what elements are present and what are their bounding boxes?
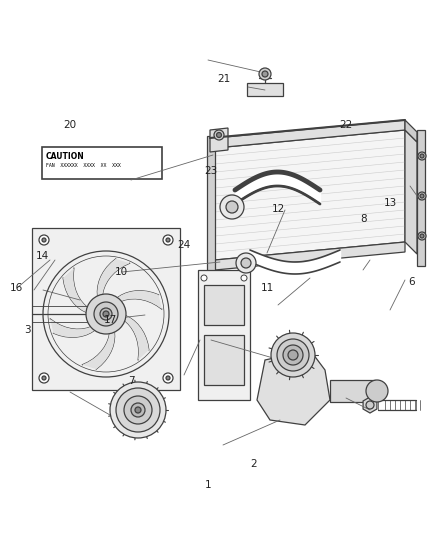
Text: 14: 14 <box>36 251 49 261</box>
Circle shape <box>163 373 173 383</box>
Bar <box>32 228 180 390</box>
Circle shape <box>283 345 303 365</box>
Text: 16: 16 <box>10 283 23 293</box>
Circle shape <box>163 235 173 245</box>
Circle shape <box>39 235 49 245</box>
Text: 2: 2 <box>251 459 258 469</box>
Polygon shape <box>417 130 425 266</box>
Text: 23: 23 <box>205 166 218 175</box>
Circle shape <box>241 258 251 268</box>
Circle shape <box>39 373 49 383</box>
Circle shape <box>259 68 271 80</box>
Polygon shape <box>207 136 215 272</box>
Circle shape <box>86 294 126 334</box>
Circle shape <box>236 253 256 273</box>
Text: CAUTION: CAUTION <box>46 152 85 161</box>
Circle shape <box>110 382 166 438</box>
Polygon shape <box>210 128 228 152</box>
Circle shape <box>166 238 170 242</box>
Circle shape <box>124 396 152 424</box>
Circle shape <box>42 376 46 380</box>
Text: 12: 12 <box>272 204 285 214</box>
Circle shape <box>366 401 374 409</box>
Text: 10: 10 <box>115 267 128 277</box>
Text: 11: 11 <box>261 283 274 293</box>
Bar <box>378 400 416 410</box>
Circle shape <box>420 234 424 238</box>
Polygon shape <box>50 319 99 337</box>
Text: FAN  XXXXXX  XXXX  XX  XXX: FAN XXXXXX XXXX XX XXX <box>46 163 121 168</box>
Circle shape <box>418 192 426 200</box>
Polygon shape <box>63 268 92 314</box>
Circle shape <box>288 350 298 360</box>
Circle shape <box>366 380 388 402</box>
Circle shape <box>420 154 424 158</box>
Polygon shape <box>405 130 417 254</box>
Circle shape <box>94 302 118 326</box>
Circle shape <box>216 133 222 138</box>
Polygon shape <box>215 120 405 148</box>
Text: 20: 20 <box>64 120 77 130</box>
Polygon shape <box>257 350 330 425</box>
Circle shape <box>131 403 145 417</box>
Circle shape <box>116 388 160 432</box>
Text: 17: 17 <box>104 315 117 325</box>
Text: 24: 24 <box>177 240 191 250</box>
Circle shape <box>214 130 224 140</box>
Circle shape <box>100 308 112 320</box>
Circle shape <box>271 333 315 377</box>
Circle shape <box>220 195 244 219</box>
Polygon shape <box>97 259 130 301</box>
Text: 21: 21 <box>217 74 230 84</box>
Circle shape <box>103 311 109 317</box>
Polygon shape <box>120 314 149 360</box>
Circle shape <box>241 275 247 281</box>
Polygon shape <box>405 120 417 142</box>
Polygon shape <box>363 397 377 413</box>
Polygon shape <box>215 130 405 260</box>
Circle shape <box>226 201 238 213</box>
Bar <box>42 147 162 179</box>
Text: 7: 7 <box>128 376 135 386</box>
Text: 6: 6 <box>408 278 415 287</box>
Text: 13: 13 <box>384 198 397 207</box>
Circle shape <box>42 238 46 242</box>
Circle shape <box>277 339 309 371</box>
Text: 22: 22 <box>339 120 353 130</box>
Circle shape <box>166 376 170 380</box>
Bar <box>198 270 250 400</box>
Polygon shape <box>113 290 162 309</box>
Circle shape <box>135 407 141 413</box>
Text: 3: 3 <box>24 326 31 335</box>
Polygon shape <box>82 327 115 369</box>
Polygon shape <box>247 83 283 96</box>
Circle shape <box>262 71 268 77</box>
Bar <box>204 285 244 325</box>
Polygon shape <box>215 242 405 270</box>
Circle shape <box>418 232 426 240</box>
Circle shape <box>201 275 207 281</box>
Bar <box>330 380 375 402</box>
Text: 8: 8 <box>360 214 367 223</box>
Bar <box>204 335 244 385</box>
Circle shape <box>418 152 426 160</box>
Circle shape <box>420 194 424 198</box>
Polygon shape <box>88 296 116 332</box>
Text: 1: 1 <box>205 480 212 490</box>
